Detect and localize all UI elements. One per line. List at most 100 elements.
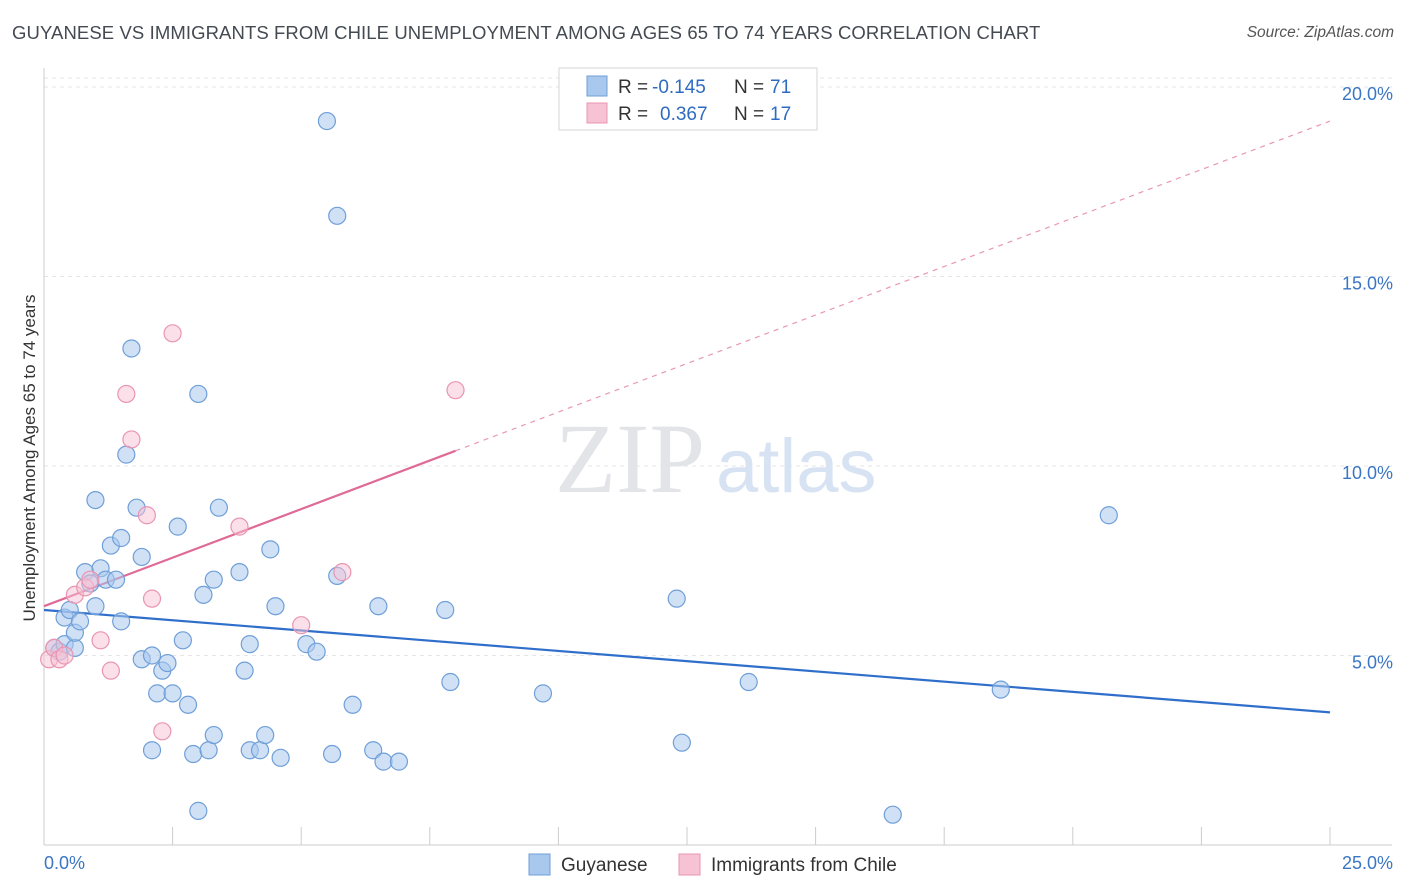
point-guyanese-63 (667, 589, 686, 608)
point-guyanese-7 (70, 612, 90, 631)
bottom-legend-guyanese: Guyanese (561, 855, 648, 876)
point-guyanese-34 (189, 801, 208, 820)
source-label: Source: ZipAtlas.com (1246, 24, 1394, 41)
legend-swatch-chile (586, 102, 608, 124)
point-guyanese-18 (117, 445, 136, 464)
watermark-atlas: atlas (716, 424, 877, 509)
trend-line-chile-extension (455, 120, 1331, 452)
legend-r-label-1: R = (618, 77, 648, 98)
point-chile-10 (122, 430, 141, 449)
point-guyanese-15 (106, 570, 126, 589)
point-guyanese-41 (235, 661, 254, 680)
x-tick-label-0: 0.0% (44, 853, 85, 873)
y-tick-label-0: 5.0% (1352, 652, 1393, 672)
point-chile-8 (101, 661, 120, 680)
point-guyanese-23 (142, 741, 162, 760)
x-tick-labels: 0.0% 25.0% (44, 853, 1393, 873)
point-chile-14 (163, 324, 182, 343)
bottom-legend-swatch-guyanese (528, 853, 551, 876)
point-guyanese-37 (204, 570, 223, 589)
legend-r-label-2: R = (618, 104, 648, 125)
point-guyanese-17 (112, 528, 131, 548)
point-chile-3 (55, 646, 74, 665)
point-guyanese-38 (204, 725, 223, 745)
point-guyanese-36 (199, 741, 218, 760)
point-chile-17 (333, 563, 352, 582)
point-guyanese-28 (163, 684, 182, 703)
point-guyanese-58 (374, 752, 393, 771)
point-guyanese-29 (168, 517, 187, 536)
point-guyanese-66 (883, 805, 902, 824)
watermark: ZIP atlas (555, 403, 877, 514)
chart-title: GUYANESE VS IMMIGRANTS FROM CHILE UNEMPL… (12, 22, 1041, 43)
point-chile-12 (142, 589, 162, 608)
point-guyanese-30 (173, 631, 192, 650)
point-chile-13 (153, 722, 172, 741)
point-chile-18 (446, 381, 465, 400)
point-guyanese-40 (230, 563, 249, 582)
y-axis-label: Unemployment Among Ages 65 to 74 years (20, 295, 39, 622)
point-guyanese-10 (86, 490, 105, 510)
point-guyanese-64 (672, 733, 691, 752)
legend-n-value-1: 71 (770, 77, 791, 98)
point-guyanese-48 (271, 748, 290, 767)
point-guyanese-51 (317, 111, 337, 131)
point-guyanese-54 (328, 206, 347, 225)
point-guyanese-32 (184, 744, 203, 764)
point-guyanese-52 (322, 744, 342, 764)
point-guyanese-60 (436, 600, 455, 620)
point-chile-11 (137, 506, 156, 525)
point-chile-6 (81, 570, 100, 589)
x-tick-label-1: 25.0% (1342, 853, 1393, 873)
point-guyanese-61 (441, 672, 460, 692)
trend-line-guyanese (43, 608, 1331, 714)
point-guyanese-46 (261, 540, 280, 559)
point-guyanese-55 (343, 695, 362, 714)
point-guyanese-57 (369, 597, 388, 616)
point-guyanese-45 (256, 725, 275, 745)
bottom-legend-chile: Immigrants from Chile (711, 855, 897, 876)
point-guyanese-50 (307, 642, 326, 661)
point-guyanese-62 (533, 684, 553, 703)
axes (43, 68, 1392, 846)
bottom-legend: Guyanese Immigrants from Chile (528, 853, 897, 876)
point-guyanese-33 (189, 384, 208, 404)
point-guyanese-24 (142, 646, 162, 665)
point-guyanese-16 (112, 612, 131, 631)
point-guyanese-39 (209, 498, 228, 517)
point-guyanese-35 (194, 585, 213, 604)
point-guyanese-43 (240, 635, 259, 654)
point-guyanese-67 (991, 680, 1010, 699)
y-tick-label-1: 10.0% (1342, 463, 1393, 483)
legend-swatch-guyanese (586, 75, 608, 97)
point-guyanese-56 (364, 741, 383, 760)
point-guyanese-11 (86, 597, 105, 616)
point-guyanese-65 (739, 672, 758, 692)
point-chile-16 (292, 616, 311, 635)
data-points (40, 111, 1118, 824)
y-tick-labels: 5.0% 10.0% 15.0% 20.0% (1342, 84, 1393, 673)
point-guyanese-47 (266, 597, 285, 616)
legend-r-value-1: -0.145 (652, 77, 706, 98)
point-guyanese-19 (122, 339, 141, 358)
point-guyanese-21 (132, 547, 151, 567)
watermark-zip: ZIP (555, 403, 705, 514)
point-guyanese-59 (389, 752, 409, 771)
legend-r-value-2: 0.367 (660, 104, 708, 125)
point-chile-9 (117, 384, 136, 404)
point-guyanese-31 (178, 695, 198, 714)
legend-n-label-1: N = (734, 77, 764, 98)
y-tick-label-2: 15.0% (1342, 273, 1393, 293)
legend: R = -0.145 N = 71 R = 0.367 N = 17 (558, 67, 818, 131)
point-guyanese-44 (250, 741, 270, 760)
point-chile-15 (230, 517, 249, 536)
legend-n-value-2: 17 (770, 104, 791, 125)
legend-n-label-2: N = (734, 104, 764, 125)
point-guyanese-25 (148, 684, 167, 703)
point-guyanese-27 (158, 653, 177, 673)
bottom-legend-swatch-chile (678, 853, 701, 876)
y-tick-label-3: 20.0% (1342, 84, 1393, 104)
point-guyanese-68 (1099, 506, 1118, 525)
point-chile-7 (91, 631, 110, 650)
